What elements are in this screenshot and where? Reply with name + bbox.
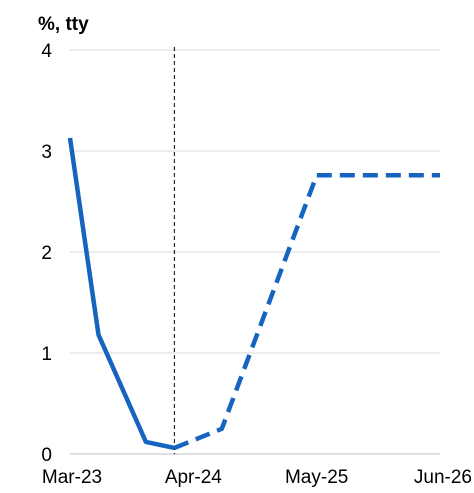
y-tick-label: 0: [41, 445, 52, 466]
gridlines: [70, 49, 440, 455]
x-tick-label: Mar-23: [42, 467, 102, 488]
x-tick-label: Apr-24: [165, 467, 222, 488]
y-tick-labels: 0 1 2 3 4: [41, 41, 52, 466]
x-tick-label: Jun-26: [414, 467, 472, 488]
x-tick-labels: Mar-23 Apr-24 May-25 Jun-26: [42, 467, 472, 488]
y-tick-label: 3: [41, 142, 52, 163]
y-tick-label: 1: [41, 344, 52, 365]
y-tick-label: 4: [41, 41, 52, 62]
dashed-series-line: [173, 172, 440, 450]
solid-series-line: [67, 137, 175, 451]
series-lines: [67, 137, 440, 451]
x-tick-label: May-25: [285, 467, 348, 488]
y-axis-unit-label: %, tty: [38, 14, 89, 35]
y-tick-label: 2: [41, 243, 52, 264]
